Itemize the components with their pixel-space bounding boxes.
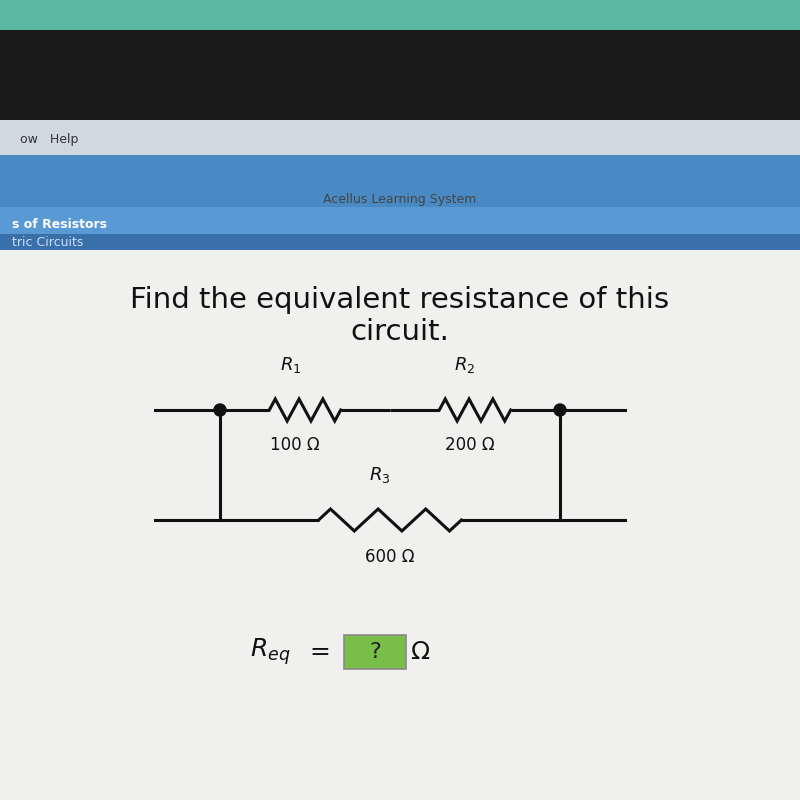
- Text: tric Circuits: tric Circuits: [12, 235, 83, 249]
- Text: $R_2$: $R_2$: [454, 355, 476, 375]
- Bar: [0, 234, 800, 250]
- Text: ow   Help: ow Help: [20, 134, 78, 146]
- Text: =: =: [310, 640, 330, 664]
- Bar: [0, 120, 800, 155]
- Text: $R_1$: $R_1$: [280, 355, 302, 375]
- Text: 600 Ω: 600 Ω: [366, 548, 414, 566]
- Bar: [0, 30, 800, 120]
- Text: s of Resistors: s of Resistors: [12, 218, 107, 231]
- Text: Find the equivalent resistance of this: Find the equivalent resistance of this: [130, 286, 670, 314]
- Text: circuit.: circuit.: [350, 318, 450, 346]
- Bar: [0, 155, 800, 210]
- Circle shape: [214, 404, 226, 416]
- Text: 100 Ω: 100 Ω: [270, 436, 320, 454]
- FancyBboxPatch shape: [344, 635, 406, 669]
- Circle shape: [554, 404, 566, 416]
- Bar: [0, 0, 800, 30]
- Text: 200 Ω: 200 Ω: [445, 436, 495, 454]
- Text: Acellus Learning System: Acellus Learning System: [323, 194, 477, 206]
- Text: ?: ?: [369, 642, 381, 662]
- Text: $\Omega$: $\Omega$: [410, 640, 430, 664]
- Bar: [0, 207, 800, 235]
- Text: $R_{eq}$: $R_{eq}$: [250, 637, 290, 667]
- Text: $R_3$: $R_3$: [370, 465, 390, 485]
- Bar: [0, 250, 800, 800]
